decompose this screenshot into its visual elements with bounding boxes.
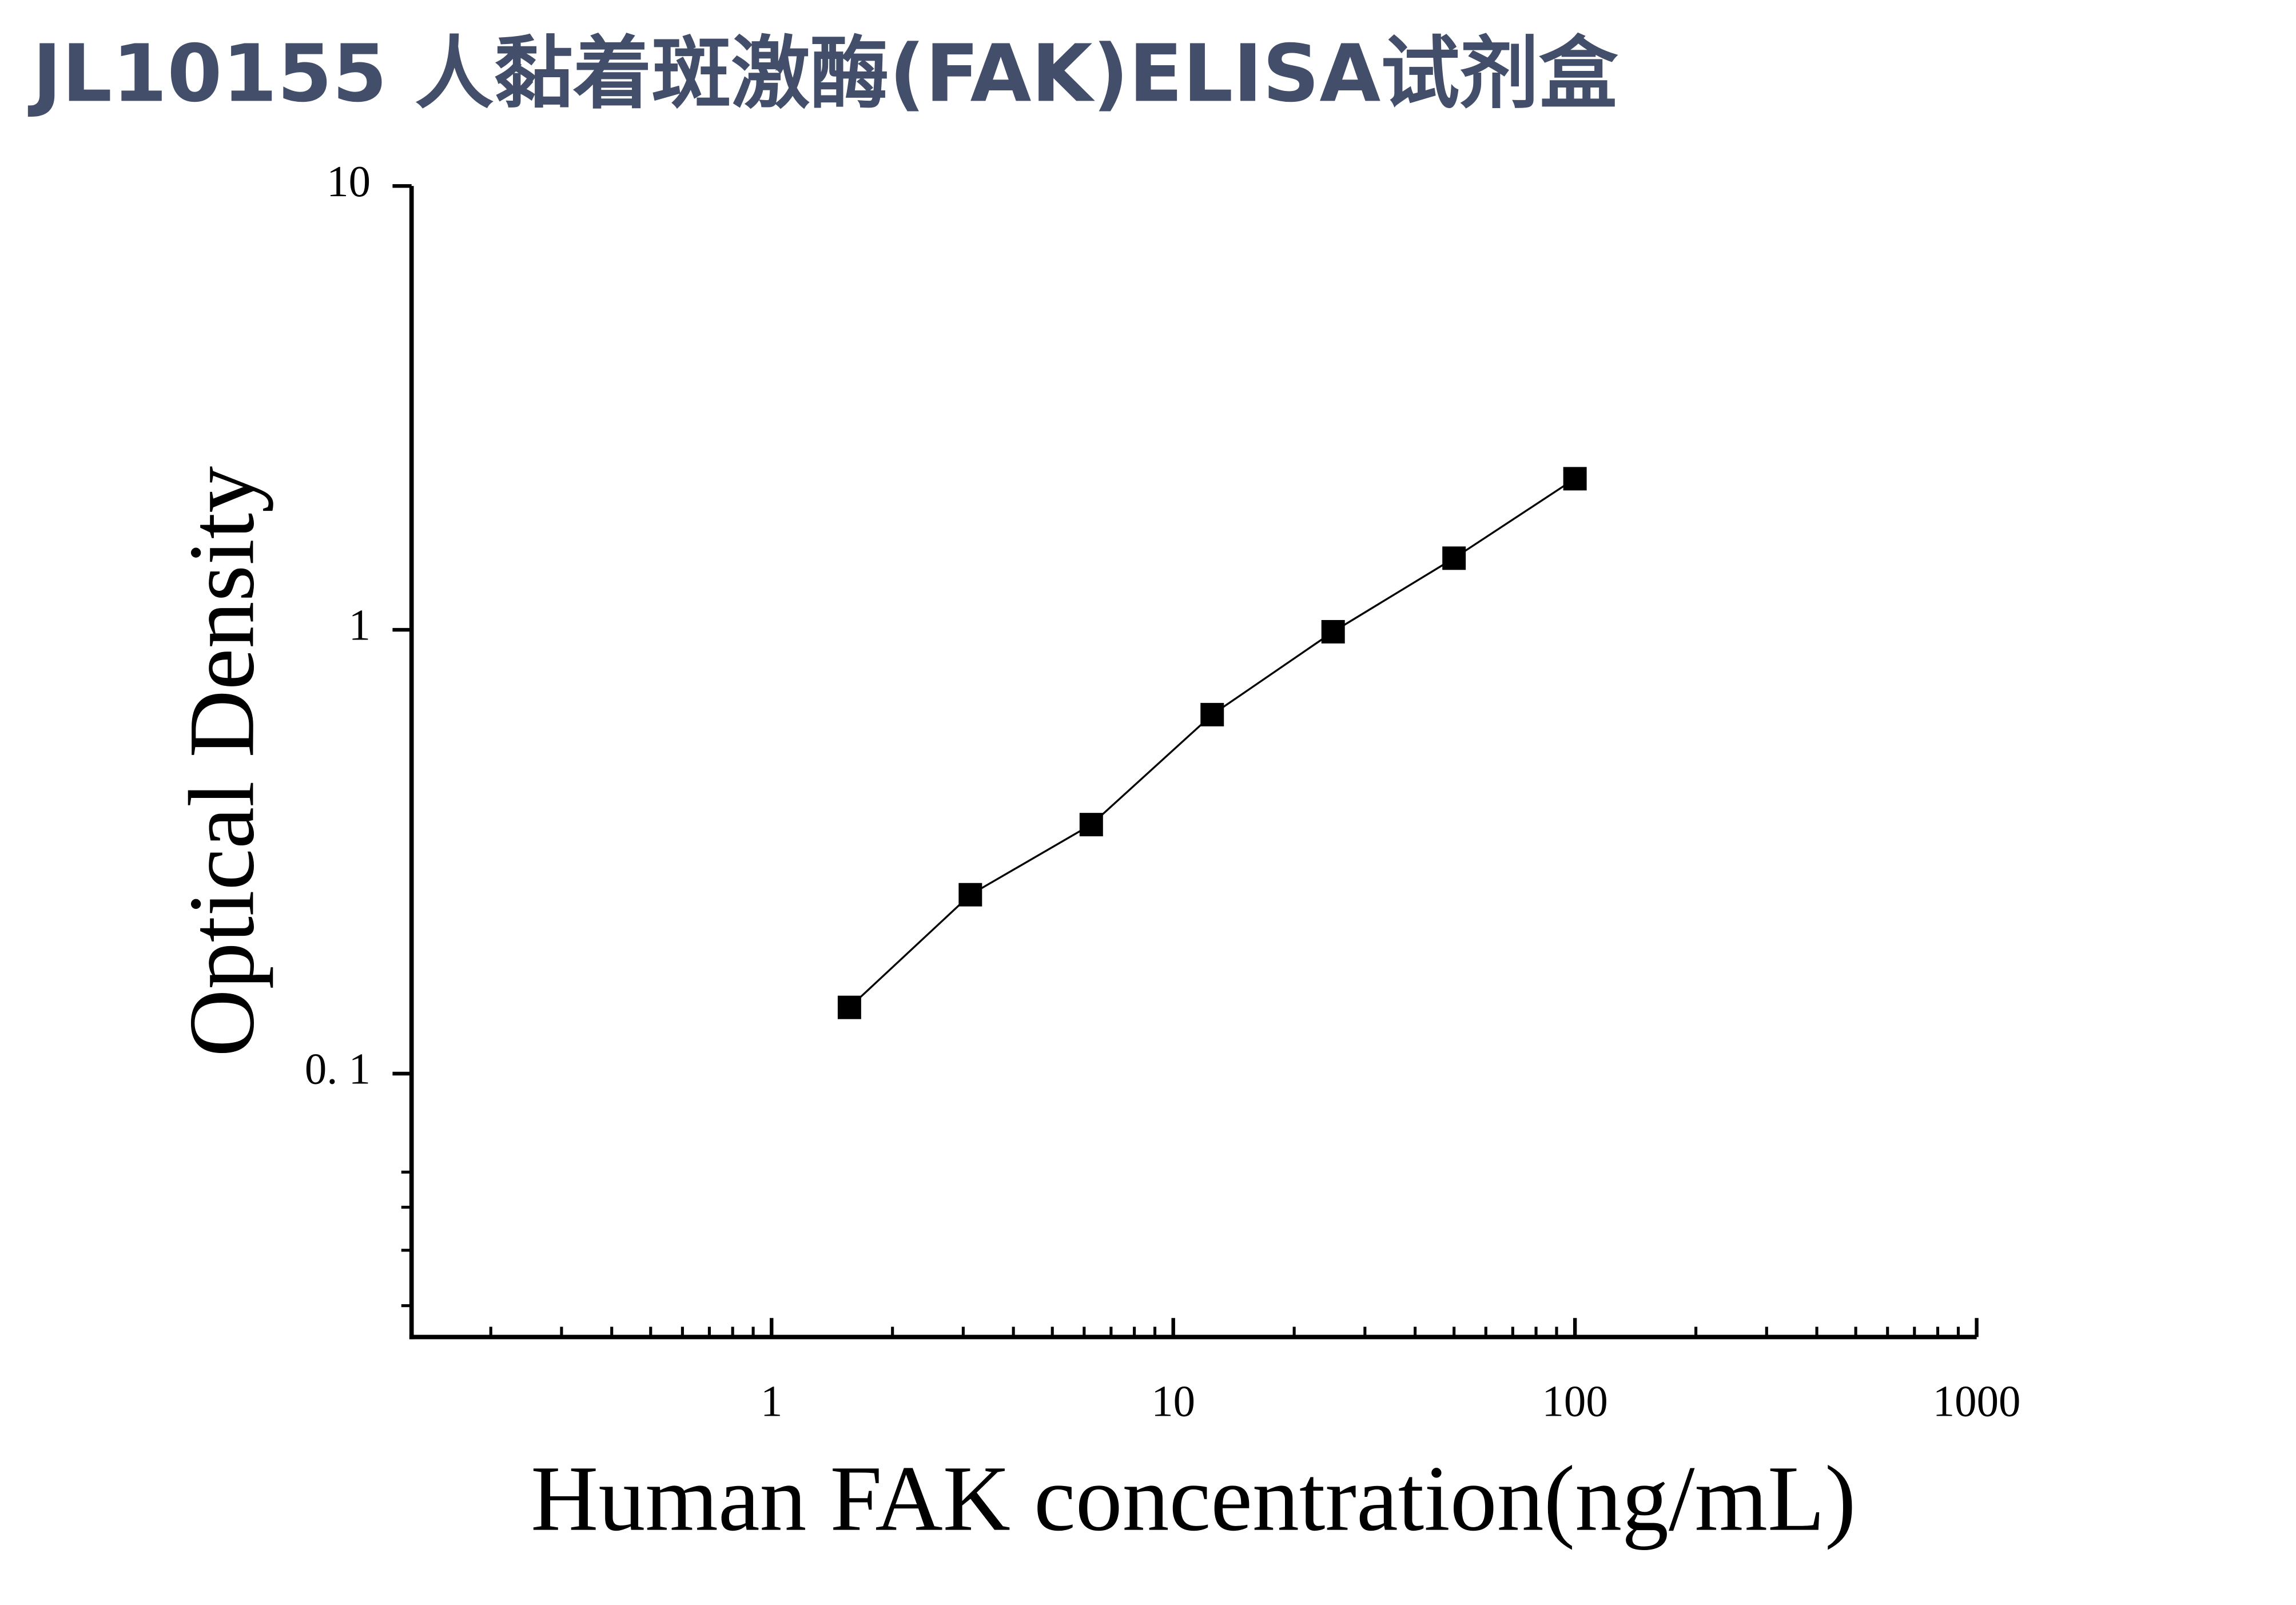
chart-title: JL10155 人黏着斑激酶(FAK)ELISA试剂盒 [28,27,1618,120]
y-tick-label: 1 [349,601,371,650]
x-axis-title: Human FAK concentration(ng/mL) [531,1447,1856,1551]
data-point [1563,467,1587,491]
y-tick-label: 10 [327,157,371,206]
x-tick-label: 100 [1542,1377,1608,1425]
x-tick-label: 1 [761,1377,782,1425]
data-point [1079,813,1103,837]
x-tick-label: 10 [1151,1377,1195,1425]
data-point [958,883,982,907]
y-axis-title: Optical Density [170,466,273,1057]
data-point [1321,619,1345,643]
y-tick-label: 0. 1 [305,1045,371,1094]
data-point [837,995,861,1019]
data-point [1200,702,1224,726]
data-point [1442,546,1466,570]
x-tick-label: 1000 [1933,1377,2021,1425]
fit-line [849,478,1576,1008]
